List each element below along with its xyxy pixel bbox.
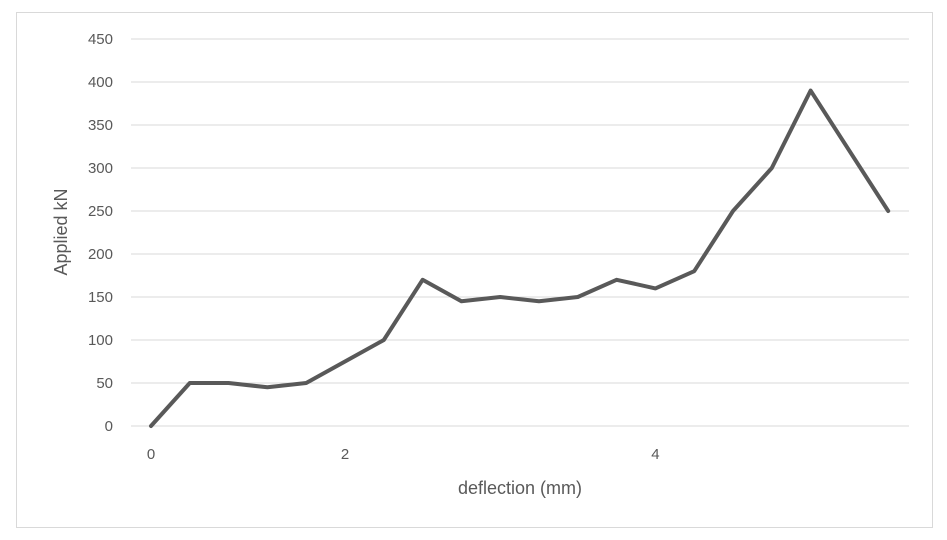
y-tick-label: 450	[88, 31, 113, 48]
x-tick-label: 0	[147, 446, 155, 463]
y-tick-label: 300	[88, 160, 113, 177]
x-axis-ticks: 0 2 4	[147, 446, 660, 463]
chart-frame	[16, 12, 933, 528]
y-axis-title: Applied kN	[51, 188, 71, 275]
x-tick-label: 2	[341, 446, 349, 463]
y-tick-label: 0	[105, 418, 113, 435]
x-tick-label: 4	[651, 446, 659, 463]
series-layer	[149, 88, 891, 428]
x-axis-title: deflection (mm)	[458, 478, 582, 498]
gridlines	[131, 38, 909, 427]
y-axis-ticks: 0 50 100 150 200 250 300 350 400 450	[88, 31, 113, 435]
y-tick-label: 350	[88, 117, 113, 134]
y-tick-label: 400	[88, 74, 113, 91]
y-tick-label: 100	[88, 332, 113, 349]
y-tick-label: 200	[88, 246, 113, 263]
y-tick-label: 150	[88, 289, 113, 306]
series-line-0	[149, 88, 891, 428]
y-tick-label: 50	[96, 375, 113, 392]
y-tick-label: 250	[88, 203, 113, 220]
